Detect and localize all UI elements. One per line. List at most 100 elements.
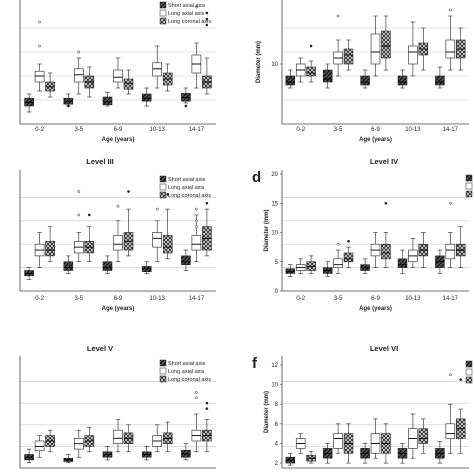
box-long-axial-axis [191, 5, 202, 89]
x-category-label: 6-9 [114, 296, 123, 302]
legend-swatch [159, 17, 167, 25]
box-short-axial-axis [24, 448, 34, 463]
box-series-3 [455, 226, 466, 268]
legend-swatch [465, 182, 473, 190]
x-category-label: 0-2 [296, 296, 305, 302]
box-series-2 [295, 433, 306, 454]
legend-swatch [159, 175, 167, 183]
y-tick-label: 10 [271, 62, 278, 68]
panel-6: 2 4 6 8 10 12 Diameter (mm) Level VI f [252, 344, 473, 469]
x-category-label: 6-9 [371, 127, 380, 133]
y-tick-label: 15 [271, 201, 278, 207]
x-category-label: 14-17 [189, 127, 205, 133]
x-category-label: 3-5 [74, 127, 83, 133]
box-long-axial-axis [74, 429, 84, 458]
box-series-2 [295, 258, 306, 274]
y-tick-label: 4 [275, 441, 279, 447]
legend-label: Long coronal axis [168, 19, 211, 25]
legend-swatch [159, 359, 167, 367]
outlier-point [336, 242, 340, 246]
box-series-3 [306, 255, 316, 274]
box-long-coronal-axis [84, 213, 95, 263]
outlier-point [77, 213, 81, 217]
y-tick-label: 20 [271, 172, 278, 178]
outlier-point [127, 190, 130, 193]
box-series-1 [360, 69, 370, 89]
outlier-point [448, 373, 452, 377]
x-category-label: 0-2 [35, 296, 44, 302]
box-series-3 [343, 239, 354, 268]
outlier-point [155, 207, 159, 211]
box-long-axial-axis [152, 424, 162, 453]
box-long-axial-axis [34, 20, 45, 92]
box-long-axial-axis [34, 435, 45, 458]
box-series-1 [435, 66, 445, 89]
box-series-1 [397, 69, 408, 89]
legend-swatch [465, 368, 473, 376]
box-long-axial-axis [74, 50, 84, 95]
outlier-point [205, 23, 209, 27]
x-category-label: 0-2 [35, 127, 44, 133]
outlier-point [205, 17, 209, 21]
box-short-axial-axis [102, 91, 113, 107]
box-series-1 [435, 249, 445, 274]
box-series-2 [295, 57, 306, 83]
outlier-point [66, 104, 70, 108]
outlier-point [87, 213, 91, 217]
box-short-axial-axis [181, 249, 191, 271]
box-short-axial-axis [102, 255, 113, 274]
box-series-3 [306, 44, 316, 83]
y-axis-title: Diameter (mm) [256, 41, 262, 83]
box-long-coronal-axis [162, 63, 173, 92]
box-series-1 [322, 63, 333, 89]
box-series-3 [418, 27, 429, 71]
box-series-2 [445, 8, 456, 71]
box-short-axial-axis [181, 443, 191, 461]
box-long-coronal-axis [84, 427, 95, 453]
box-long-coronal-axis [202, 201, 212, 257]
box-long-axial-axis [152, 207, 162, 263]
legend-label: Short axial axis [168, 361, 206, 367]
box-series-3 [381, 15, 391, 71]
box-short-axial-axis [141, 87, 152, 107]
box-long-coronal-axis [123, 69, 134, 95]
box-series-1 [360, 258, 370, 274]
box-long-coronal-axis [162, 421, 173, 453]
y-axis-title: Diameter (mm) [264, 391, 270, 433]
x-category-label: 14-17 [443, 296, 459, 302]
box-short-axial-axis [63, 93, 74, 108]
box-series-1 [285, 264, 296, 277]
box-long-coronal-axis [84, 66, 95, 98]
box-series-1 [397, 443, 408, 464]
outlier-point [448, 201, 452, 205]
box-long-axial-axis [152, 45, 162, 89]
legend-swatch [465, 376, 473, 384]
outlier-point [116, 204, 120, 208]
box-series-2 [370, 418, 381, 459]
y-tick-label: 6 [275, 422, 279, 428]
y-tick-label: 0 [275, 289, 279, 295]
y-tick-label: 8 [275, 402, 279, 408]
box-long-coronal-axis [45, 226, 55, 263]
outlier-point [459, 378, 463, 381]
box-long-coronal-axis [123, 190, 134, 257]
box-series-3 [381, 201, 391, 268]
box-series-1 [322, 443, 333, 464]
outlier-point [184, 104, 188, 108]
legend-swatch [159, 191, 167, 199]
legend-label: Long axial axis [168, 185, 205, 191]
box-series-3 [418, 232, 429, 268]
panel-title: Level VI [370, 344, 398, 353]
box-series-1 [285, 69, 296, 89]
box-series-1 [435, 441, 445, 464]
box-long-axial-axis [74, 190, 84, 263]
outlier-point [195, 5, 198, 9]
box-long-coronal-axis [202, 401, 212, 453]
panel-title: Level V [87, 344, 113, 353]
x-category-label: 14-17 [443, 127, 459, 133]
x-axis-title: Age (years) [102, 137, 135, 143]
y-tick-label: 12 [271, 363, 278, 369]
x-category-label: 14-17 [189, 296, 205, 302]
x-category-label: 10-13 [405, 296, 421, 302]
y-tick-label: 5 [275, 260, 279, 266]
